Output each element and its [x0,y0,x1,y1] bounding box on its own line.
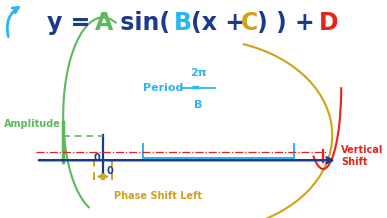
Text: D: D [319,11,339,35]
Text: Period  =: Period = [143,83,200,93]
Text: C: C [241,11,259,35]
Text: B: B [174,11,192,35]
Text: 0: 0 [106,166,113,176]
Text: 2π: 2π [190,68,207,78]
Text: ) ) +: ) ) + [257,11,324,35]
Text: y =: y = [47,11,99,35]
Text: A: A [95,11,113,35]
Text: Vertical
Shift: Vertical Shift [341,145,384,167]
Text: (x +: (x + [191,11,245,35]
Text: sin(: sin( [112,11,178,35]
Text: 0: 0 [94,153,100,163]
Text: Amplitude: Amplitude [3,119,60,129]
Text: Phase Shift Left: Phase Shift Left [114,191,202,201]
Text: B: B [194,100,203,110]
